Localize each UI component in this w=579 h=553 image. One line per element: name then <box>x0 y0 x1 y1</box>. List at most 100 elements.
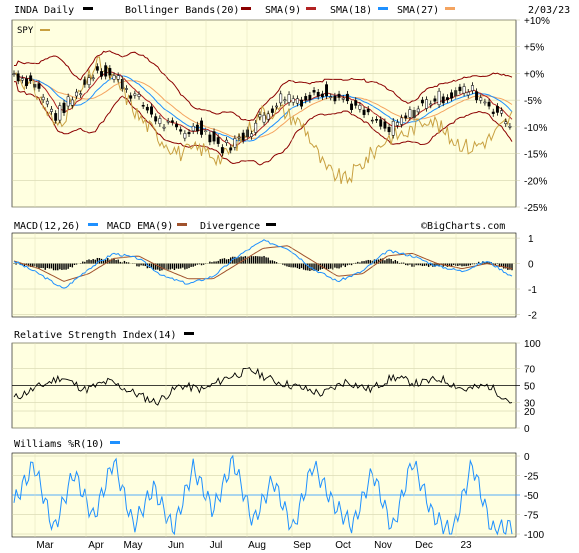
price-bar-body <box>137 94 141 97</box>
williams-y-axis: 0 -25 -50 -75 -100 <box>524 452 544 541</box>
price-bar-body <box>58 105 62 121</box>
price-bar-body <box>275 105 278 108</box>
price-bar-body <box>416 108 420 113</box>
price-bar-body <box>212 131 216 142</box>
price-bar-body <box>350 103 354 110</box>
sma27-label: SMA(27) <box>397 5 439 16</box>
price-bar-body <box>70 99 74 106</box>
macd-y-tick-label: 1 <box>528 234 534 245</box>
price-bar-body <box>229 147 233 151</box>
price-bar-body <box>41 96 45 101</box>
price-bar-body <box>200 120 203 135</box>
spy-line <box>13 56 513 185</box>
price-bar-body <box>91 77 95 80</box>
price-bar-body <box>370 119 374 122</box>
rsi-y-tick-label: 20 <box>524 407 536 418</box>
price-bars <box>12 62 512 157</box>
bollinger-lower-line <box>13 81 513 166</box>
williams-legend: Williams %R(10) <box>14 439 120 450</box>
price-bar-body <box>83 79 87 85</box>
rsi-y-tick-label: 50 <box>524 382 536 393</box>
price-bar-body <box>375 119 379 121</box>
price-y-tick-label: +10% <box>524 16 550 27</box>
price-bar-body <box>395 122 399 126</box>
price-bar-body <box>354 100 358 106</box>
price-bar-body <box>191 125 195 132</box>
price-bar-body <box>54 113 58 121</box>
price-bar-body <box>66 96 70 107</box>
price-bar-body <box>383 121 387 129</box>
spy-swatch <box>40 29 50 31</box>
price-y-tick-label: -15% <box>524 150 547 161</box>
price-bar-body <box>379 119 383 127</box>
macd-ema-label: MACD EMA(9) <box>107 221 173 232</box>
price-y-tick-label: -25% <box>524 203 547 214</box>
price-y-axis: +10% +5% +0% -5% -10% -15% -20% -25% <box>524 16 550 214</box>
williams-panel: 0 -25 -50 -75 -100 <box>11 452 544 541</box>
macd-panel: 1 0 -1 -2 <box>11 232 537 321</box>
price-bar-body <box>233 138 237 148</box>
price-bar-body <box>441 96 445 104</box>
price-bar-body <box>112 75 116 80</box>
price-bar-body <box>254 122 258 133</box>
sma9-line <box>14 71 513 147</box>
price-bar-body <box>108 68 112 76</box>
price-bar-body <box>195 124 199 132</box>
macd-y-axis: 1 0 -1 -2 <box>528 234 537 321</box>
macd-label: MACD(12,26) <box>14 221 80 232</box>
price-bar-body <box>162 126 166 129</box>
price-bar-body <box>320 93 324 98</box>
price-bar-body <box>204 130 208 133</box>
sma9-label: SMA(9) <box>265 5 301 16</box>
price-bar-body <box>37 83 41 89</box>
x-tick-label: Jun <box>168 540 184 551</box>
williams-y-tick-label: -25 <box>524 472 539 483</box>
price-bar-body <box>491 111 495 114</box>
price-bar-body <box>270 108 274 113</box>
price-bar-body <box>158 118 162 124</box>
price-bar-body <box>116 75 120 80</box>
rsi-grid <box>12 342 520 429</box>
price-bar-body <box>95 66 99 71</box>
price-bar-body <box>445 97 449 101</box>
price-bar-body <box>437 90 441 105</box>
price-y-tick-label: -5% <box>524 96 542 107</box>
price-bar-body <box>341 97 345 100</box>
x-tick-label: Sep <box>293 540 311 551</box>
price-bar-body <box>133 93 137 96</box>
price-bar-body <box>504 121 508 125</box>
price-bar-body <box>279 93 283 104</box>
macd-legend: MACD(12,26) MACD EMA(9) Divergence ©BigC… <box>14 221 505 232</box>
price-bar-body <box>16 73 20 82</box>
price-bar-body <box>387 126 391 133</box>
bollinger-swatch <box>241 7 251 10</box>
x-tick-label: 23 <box>460 540 472 551</box>
price-bar-body <box>454 90 458 97</box>
price-bar-body <box>100 71 103 77</box>
price-bar-body <box>125 88 128 90</box>
x-tick-label: Apr <box>88 540 104 551</box>
rsi-legend: Relative Strength Index(14) <box>14 330 194 341</box>
macd-y-tick-label: -2 <box>528 310 537 321</box>
price-bar-body <box>145 106 149 111</box>
price-bar-body <box>458 86 462 92</box>
x-tick-label: Aug <box>248 540 266 551</box>
sma18-line <box>14 73 513 142</box>
symbol-label: INDA Daily <box>14 5 74 16</box>
price-bar-body <box>366 108 370 113</box>
price-bar-body <box>179 129 183 132</box>
rsi-label: Relative Strength Index(14) <box>14 330 177 341</box>
spy-label: SPY <box>17 26 34 36</box>
rsi-line <box>13 367 513 406</box>
spy-series-line <box>13 56 513 185</box>
price-bar-body <box>150 106 153 115</box>
price-bar-body <box>258 114 262 118</box>
macd-y-tick-label: -1 <box>528 285 537 296</box>
rsi-swatch <box>184 332 194 335</box>
price-bar-body <box>358 104 362 110</box>
rsi-series-line <box>13 367 513 406</box>
